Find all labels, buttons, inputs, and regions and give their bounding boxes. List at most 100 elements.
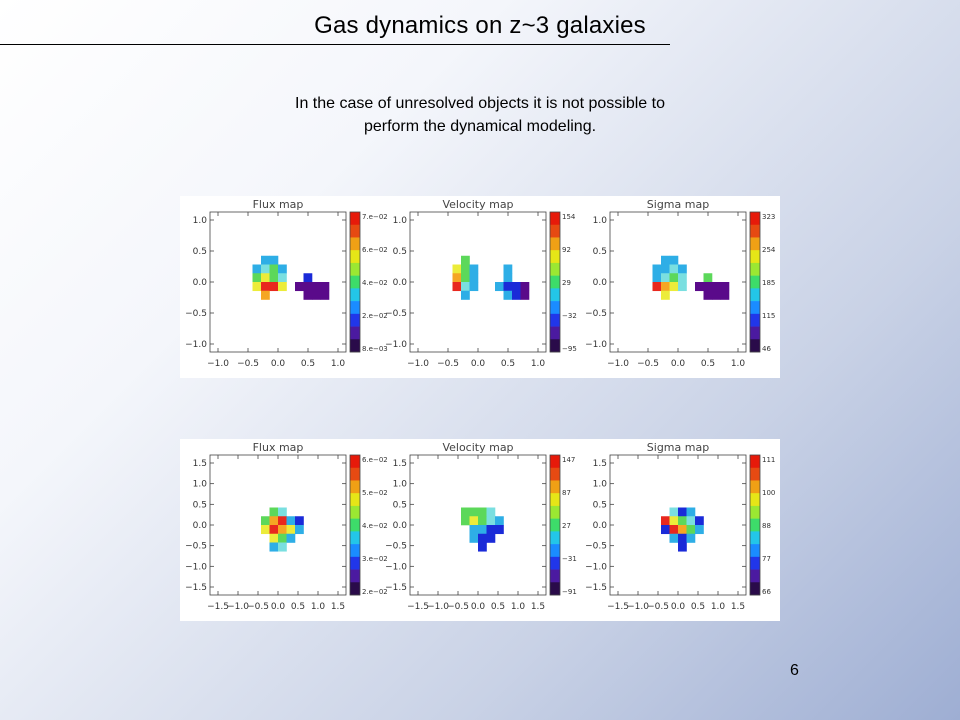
y-tick-label: 0.5 <box>593 500 607 510</box>
map-pixel <box>686 507 696 517</box>
colorbar-segment <box>550 275 560 289</box>
map-pixel <box>469 525 479 535</box>
panel-title: Sigma map <box>647 441 709 454</box>
map-pixel <box>512 282 521 292</box>
map-pixel <box>469 264 479 274</box>
y-tick-label: 1.0 <box>393 216 408 226</box>
colorbar <box>749 211 761 353</box>
colorbar-tick-label: 8.e−03 <box>362 345 388 353</box>
y-tick-label: −1.5 <box>185 583 207 593</box>
colorbar-segment <box>750 313 760 327</box>
map-pixel <box>320 282 330 292</box>
x-tick-label: 1.0 <box>731 359 746 369</box>
map-pixel <box>661 282 670 292</box>
colorbar-segment <box>750 237 760 251</box>
figure-unresolved-object-2: Flux map 1.5 1.0 0.5 0.0 −0.5 −1.0 −1.5 −1.5 −1.0… <box>180 439 780 621</box>
map-pixel <box>286 525 296 535</box>
colorbar-tick-label: 77 <box>762 555 771 563</box>
map-panel: Sigma map1.51.00.50.0−0.5−1.0−1.5−1.5−1.… <box>585 441 775 612</box>
y-tick-label: −1.5 <box>585 583 607 593</box>
figure-unresolved-object-1: Flux map 1.0 0.5 0.0 −0.5 −1.0 −1.0 −0.5 0.0 0.5 1… <box>180 196 780 378</box>
colorbar-tick-label: −95 <box>562 345 577 353</box>
map-pixel <box>686 533 696 543</box>
colorbar-tick-label: −31 <box>562 555 577 563</box>
colorbar-segment <box>750 339 760 353</box>
y-tick-label: −1.5 <box>385 583 407 593</box>
panel-title: Velocity map <box>442 441 513 454</box>
map-pixel <box>661 516 670 526</box>
colorbar-tick-label: 100 <box>762 489 775 497</box>
colorbar <box>349 211 361 353</box>
map-pixel <box>269 507 279 517</box>
map-panel: Velocity map 1.0 0.5 0.0 −0.5 −1.0−1.0 −0.5 0.0… <box>385 198 577 369</box>
map-pixel <box>261 282 270 292</box>
x-tick-label: −1.0 <box>407 359 429 369</box>
map-pixel <box>669 525 679 535</box>
colorbar-segment <box>550 301 560 315</box>
map-pixel <box>486 516 496 526</box>
map-pixel <box>669 516 679 526</box>
y-tick-label: 0.5 <box>393 247 407 257</box>
colorbar-segment <box>350 250 360 264</box>
map-pixel <box>269 273 279 283</box>
colorbar-tick-label: 6.e−02 <box>362 246 388 254</box>
colorbar-segment <box>750 544 760 558</box>
colorbar-segment <box>550 250 560 264</box>
colorbar-segment <box>750 518 760 532</box>
colorbar-segment <box>550 493 560 507</box>
colorbar-segment <box>550 339 560 353</box>
colorbar-segment <box>350 313 360 327</box>
colorbar-tick-label: 154 <box>562 213 576 221</box>
y-tick-label: 0.0 <box>593 278 608 288</box>
colorbar-segment <box>350 275 360 289</box>
colorbar-segment <box>750 467 760 481</box>
colorbar-segment <box>350 288 360 302</box>
page-number: 6 <box>790 662 799 679</box>
map-pixel <box>661 255 670 265</box>
map-pixel <box>478 525 487 535</box>
panel-title: Velocity map <box>442 198 513 211</box>
colorbar-segment <box>750 250 760 264</box>
colorbar-tick-label: 92 <box>562 246 571 254</box>
map-pixel <box>478 507 487 517</box>
map-pixel <box>303 273 313 283</box>
colorbar-tick-label: 4.e−02 <box>362 279 388 287</box>
x-tick-label: −1.5 <box>207 602 229 612</box>
map-pixel <box>278 525 287 535</box>
colorbar-segment <box>550 237 560 251</box>
map-pixel <box>678 273 687 283</box>
map-pixel <box>286 533 296 543</box>
slide-title: Gas dynamics on z~3 galaxies <box>314 12 646 39</box>
y-tick-label: 1.0 <box>193 216 208 226</box>
colorbar-segment <box>750 582 760 596</box>
x-tick-label: −1.0 <box>427 602 449 612</box>
x-tick-label: −1.0 <box>627 602 649 612</box>
colorbar <box>549 211 561 353</box>
map-pixel <box>278 542 287 552</box>
x-tick-label: 1.5 <box>331 602 345 612</box>
map-pixel <box>286 516 296 526</box>
y-tick-label: 1.5 <box>593 459 607 469</box>
map-pixel <box>461 507 470 517</box>
colorbar-segment <box>550 455 560 469</box>
y-tick-label: −0.5 <box>185 542 207 552</box>
y-tick-label: 0.0 <box>193 521 208 531</box>
colorbar-segment <box>750 569 760 583</box>
map-pixel <box>478 542 487 552</box>
map-pixel <box>495 525 504 535</box>
map-pixel <box>678 533 687 543</box>
colorbar-tick-label: 6.e−02 <box>362 456 388 464</box>
map-pixel <box>295 516 304 526</box>
map-pixel <box>669 264 679 274</box>
colorbar-tick-label: 254 <box>762 246 776 254</box>
subtitle-line-2: perform the dynamical modeling. <box>363 118 597 135</box>
map-pixel <box>661 290 670 300</box>
map-pixel <box>461 255 470 265</box>
colorbar-segment <box>550 518 560 532</box>
map-pixel <box>452 273 462 283</box>
x-tick-label: 0.0 <box>471 602 486 612</box>
map-pixel <box>303 282 313 292</box>
colorbar-segment <box>350 518 360 532</box>
colorbar-tick-label: 111 <box>762 456 775 464</box>
colorbar-tick-label: 147 <box>562 456 575 464</box>
